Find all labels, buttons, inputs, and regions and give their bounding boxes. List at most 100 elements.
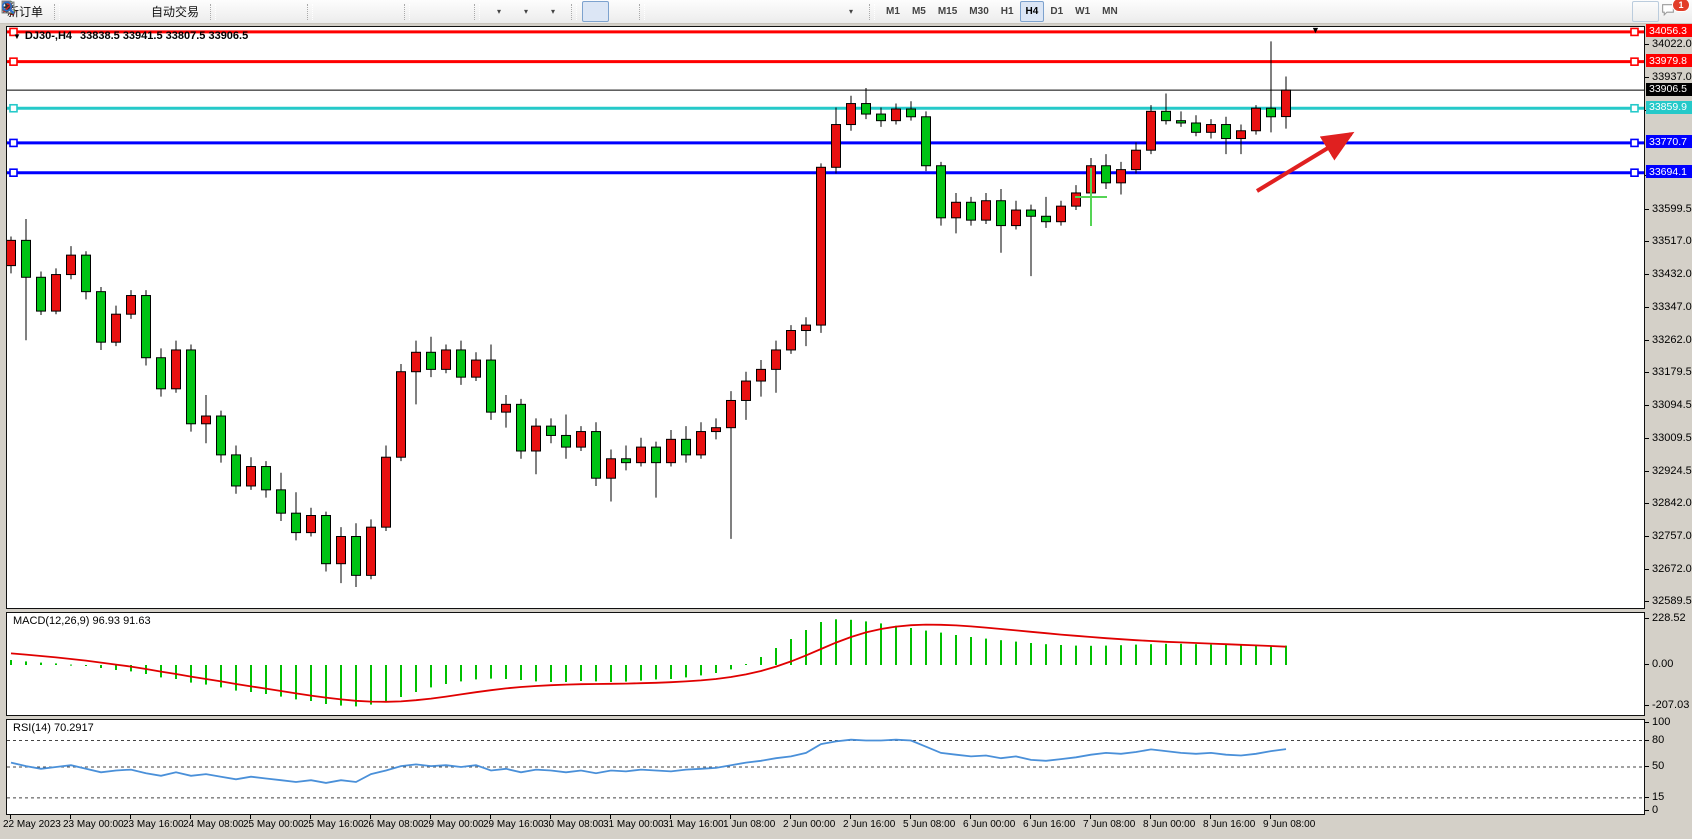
price-tick bbox=[1645, 273, 1649, 275]
auto-trading-button[interactable]: 自动交易 bbox=[2, 1, 205, 22]
fibonacci-tool[interactable]: F bbox=[2, 1, 783, 22]
candlestick-chart-button[interactable] bbox=[2, 1, 275, 22]
notification-badge: 1 bbox=[1672, 0, 1690, 12]
channel-tool[interactable]: E bbox=[1, 1, 756, 22]
auto-scroll-button[interactable] bbox=[1, 1, 442, 22]
candle-76 bbox=[1146, 105, 1156, 155]
zoom-in-button[interactable] bbox=[2, 1, 345, 22]
macd-bar bbox=[1150, 644, 1152, 665]
search-button[interactable] bbox=[1, 1, 1659, 22]
timeframe-m1[interactable]: M1 bbox=[886, 6, 900, 17]
macd-bar bbox=[940, 632, 942, 665]
text-tool[interactable]: A bbox=[4, 1, 810, 22]
macd-bar bbox=[175, 665, 177, 679]
price-tick-label: 33347.0 bbox=[1652, 300, 1692, 313]
macd-bar bbox=[520, 665, 522, 680]
signals-button[interactable] bbox=[1, 1, 146, 22]
candle-27 bbox=[411, 340, 421, 405]
price-tick-label: 32672.0 bbox=[1652, 562, 1692, 575]
candlestick-chart bbox=[7, 27, 1644, 588]
macd-bar bbox=[925, 630, 927, 665]
macd-tick-label: -207.03 bbox=[1652, 699, 1690, 712]
price-tick-label: 33432.0 bbox=[1652, 267, 1692, 280]
candle-70 bbox=[1056, 200, 1066, 226]
macd-bar bbox=[865, 621, 867, 665]
candle-16 bbox=[246, 457, 256, 490]
macd-bar bbox=[970, 637, 972, 665]
candle-74 bbox=[1116, 161, 1126, 195]
market-button[interactable] bbox=[2, 1, 92, 22]
macd-bar bbox=[775, 648, 777, 665]
chart-dropdown-icon[interactable]: ▼ bbox=[13, 31, 21, 41]
bar-chart-button[interactable] bbox=[2, 1, 248, 22]
main-chart-panel[interactable]: ▼ DJ30-,H4 33838.5 33941.5 33807.5 33906… bbox=[6, 25, 1645, 609]
rsi-label: RSI(14) 70.2917 bbox=[13, 722, 94, 734]
timeframe-w1[interactable]: W1 bbox=[1075, 6, 1091, 17]
publisher-button[interactable] bbox=[2, 1, 119, 22]
macd-bar bbox=[430, 665, 432, 688]
chart-shift-marker[interactable]: ▼ bbox=[1311, 25, 1320, 35]
price-tick-label: 33517.0 bbox=[1652, 234, 1692, 247]
macd-bar bbox=[700, 665, 702, 676]
macd-bar bbox=[580, 665, 582, 681]
candle-41 bbox=[621, 445, 631, 471]
macd-tick bbox=[1645, 618, 1649, 620]
candle-38 bbox=[576, 426, 586, 451]
time-tick bbox=[430, 815, 431, 819]
candle-22 bbox=[336, 527, 346, 584]
macd-bar bbox=[595, 665, 597, 682]
macd-bar bbox=[610, 665, 612, 682]
macd-panel[interactable]: MACD(12,26,9) 96.93 91.63 bbox=[6, 612, 1645, 716]
periods-dropdown[interactable]: ▾ bbox=[2, 1, 539, 22]
rsi-panel[interactable]: RSI(14) 70.2917 bbox=[6, 719, 1645, 815]
line-chart-button[interactable] bbox=[2, 1, 302, 22]
macd-bar bbox=[25, 661, 27, 665]
macd-label: MACD(12,26,9) 96.93 91.63 bbox=[13, 615, 151, 627]
notifications-button[interactable]: 1 bbox=[1659, 0, 1690, 22]
time-tick bbox=[1210, 815, 1211, 819]
timeframe-m15[interactable]: M15 bbox=[937, 6, 958, 17]
macd-bar bbox=[805, 630, 807, 665]
time-axis[interactable]: 22 May 2023 23 May 00:00 23 May 16:00 24 Ma… bbox=[0, 815, 1645, 835]
tile-windows-button[interactable] bbox=[2, 1, 399, 22]
horizontal-line-tool[interactable] bbox=[2, 1, 702, 22]
candle-61 bbox=[921, 111, 931, 172]
search-icon bbox=[1, 1, 15, 15]
macd-bar bbox=[205, 665, 207, 685]
candle-9 bbox=[141, 290, 151, 366]
chart-type-group bbox=[2, 0, 304, 23]
crosshair-tool-button[interactable] bbox=[2, 1, 636, 22]
candle-44 bbox=[666, 430, 676, 467]
indicators-dropdown[interactable]: ▾ bbox=[1, 1, 512, 22]
trendline-tool[interactable] bbox=[2, 1, 729, 22]
timeframe-mn[interactable]: MN bbox=[1102, 6, 1118, 17]
timeframe-m30[interactable]: M30 bbox=[969, 6, 989, 17]
time-tick bbox=[190, 815, 191, 819]
price-tick bbox=[1645, 535, 1649, 537]
macd-bar bbox=[820, 622, 822, 665]
time-tick bbox=[910, 815, 911, 819]
candle-11 bbox=[171, 340, 181, 393]
price-axis[interactable]: 34022.033937.033852.033684.533599.533517… bbox=[1645, 24, 1692, 839]
vertical-line-tool[interactable] bbox=[7, 1, 675, 22]
zoom-out-button[interactable] bbox=[2, 1, 372, 22]
timeframe-d1[interactable]: D1 bbox=[1050, 6, 1064, 17]
hline-handle bbox=[9, 57, 18, 66]
candle-4 bbox=[66, 246, 76, 280]
timeframe-h4[interactable]: H4 bbox=[1019, 1, 1045, 22]
macd-bar bbox=[130, 665, 132, 672]
time-label: 8 Jun 16:00 bbox=[1203, 819, 1256, 830]
arrows-dropdown[interactable]: ▾ bbox=[3, 1, 864, 22]
macd-bar bbox=[1210, 644, 1212, 665]
candle-12 bbox=[186, 344, 196, 432]
templates-dropdown[interactable]: ▾ bbox=[1, 1, 566, 22]
text-label-tool[interactable]: T bbox=[1, 1, 837, 22]
candle-75 bbox=[1131, 142, 1141, 174]
candle-42 bbox=[636, 437, 646, 467]
candle-10 bbox=[156, 348, 166, 397]
timeframe-h1[interactable]: H1 bbox=[1000, 6, 1014, 17]
chart-shift-button[interactable] bbox=[1, 1, 469, 22]
candle-47 bbox=[711, 418, 721, 440]
timeframe-m5[interactable]: M5 bbox=[911, 6, 926, 17]
cursor-tool-button[interactable] bbox=[4, 1, 610, 22]
